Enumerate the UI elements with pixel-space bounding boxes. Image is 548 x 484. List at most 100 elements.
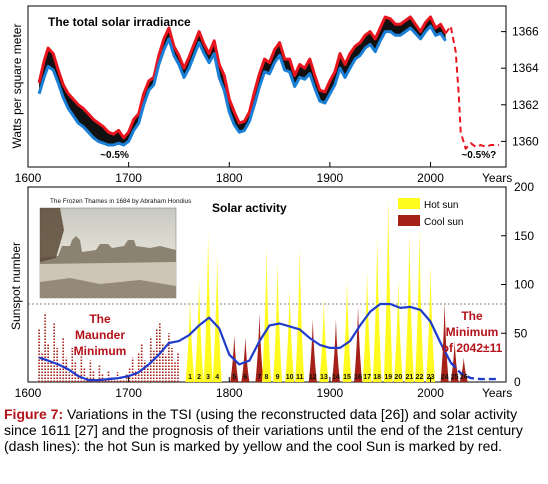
maunder-markers: [38, 313, 179, 382]
smoothed-activity-line: [38, 302, 499, 382]
activity-x-tick-label: 1600: [15, 386, 42, 400]
hot-cycle-spike: [319, 299, 329, 382]
inset-caption: The Frozen Thames in 1684 by Abraham Hon…: [50, 198, 191, 205]
activity-y-tick-label: 50: [514, 326, 528, 340]
activity-x-unit-label: Years: [482, 386, 512, 400]
tsi-y-tick-label: 1364: [512, 61, 539, 75]
cool-cycle-spike: [440, 302, 449, 382]
activity-y-axis: 0 50 100 150 200: [501, 180, 534, 389]
tsi-y-axis: 1360 1362 1364 1366: [501, 25, 539, 148]
legend-hot-label: Hot sun: [424, 200, 458, 211]
tsi-panel: 1360 1362 1364 1366 The total solar irradia…: [10, 5, 539, 185]
hot-cycle-spike: [372, 234, 382, 382]
forecast-line: [449, 361, 499, 381]
hot-cycle-spike: [414, 227, 424, 382]
cycle-number-label: 12: [309, 374, 317, 381]
cool-cycle-spike: [459, 357, 468, 382]
cool-cycle-spike: [331, 319, 340, 382]
tsi-series-lines: [37, 15, 499, 150]
tsi-forecast-line: [444, 25, 499, 150]
hot-cycle-spike: [203, 231, 213, 382]
legend-cool-label: Cool sun: [424, 217, 463, 228]
future-minimum-label: The Minimum of 2042±11: [442, 309, 503, 355]
caption-text: Variations in the TSI (using the reconst…: [4, 406, 523, 454]
tsi-x-tick-label: 1600: [15, 171, 42, 185]
cycle-spikes: [185, 196, 468, 382]
activity-title: Solar activity: [212, 201, 287, 215]
cycle-number-label: 11: [296, 374, 304, 381]
tsi-series-red: [37, 15, 447, 140]
tsi-annotation: ~0.5%: [100, 150, 129, 161]
cycle-number-label: 25: [451, 374, 459, 381]
activity-y-tick-label: 150: [514, 229, 534, 243]
cycle-number-label: 21: [405, 374, 413, 381]
activity-y-tick-label: 200: [514, 180, 534, 194]
cycle-number-label: 9: [276, 374, 280, 381]
tsi-annotation: ~0.5%?: [461, 150, 496, 161]
tsi-x-axis: 1600 1700 1800 1900 2000 Years: [15, 162, 512, 185]
cool-cycle-spike: [354, 305, 363, 382]
inset-skyline: [40, 236, 176, 264]
cool-cycle-spike: [241, 337, 250, 382]
cool-cycle-spike: [255, 312, 264, 382]
cycle-number-label: 17: [363, 374, 371, 381]
future-line-2: Minimum: [446, 325, 499, 339]
cycle-number-label: 6: [243, 374, 247, 381]
cycle-number-label: 13: [320, 374, 328, 381]
hot-cycle-spike: [185, 298, 195, 382]
hot-cycle-spike: [261, 247, 272, 382]
tsi-y-tick-label: 1362: [512, 98, 539, 112]
tsi-x-tick-label: 1900: [317, 171, 344, 185]
maunder-minimum-label: The Maunder Minimum: [74, 312, 127, 358]
cycle-number-label: 5: [232, 374, 236, 381]
activity-y-tick-label: 100: [514, 278, 534, 292]
activity-x-tick-label: 1800: [216, 386, 243, 400]
inset-foreground: [40, 278, 176, 298]
tsi-annotations: ~0.5% ~0.5%?: [100, 150, 496, 161]
activity-x-tick-label: 1900: [317, 386, 344, 400]
inset-tree: [40, 208, 64, 262]
hot-cycle-spike: [194, 278, 204, 382]
future-line-3: of 2042±11: [442, 341, 503, 355]
tsi-x-unit-label: Years: [482, 171, 512, 185]
tsi-x-tick-label: 1800: [216, 171, 243, 185]
tsi-y-tick-label: 1366: [512, 25, 539, 39]
cycle-number-label: 26: [460, 374, 468, 381]
cycle-number-label: 3: [206, 374, 210, 381]
legend-cool-swatch: [398, 215, 420, 226]
activity-y-label: Sunspot number: [9, 242, 23, 330]
hot-cycle-spike: [295, 246, 305, 382]
cycle-number-label: 19: [384, 374, 392, 381]
hot-cycle-spike: [362, 270, 372, 382]
activity-panel: 1234567891011121314151617181920212223242…: [9, 180, 534, 400]
hot-cycle-spike: [383, 196, 393, 382]
maunder-line-2: Maunder: [75, 328, 125, 342]
cycle-number-label: 18: [373, 374, 381, 381]
tsi-title: The total solar irradiance: [48, 15, 191, 29]
hot-cycle-spike: [342, 280, 352, 382]
cycle-number-label: 1: [188, 374, 192, 381]
maunder-line-1: The: [89, 312, 111, 326]
tsi-y-tick-label: 1360: [512, 134, 539, 148]
activity-y-tick-label: 0: [514, 375, 521, 389]
hot-cycle-spike: [393, 278, 403, 382]
cycle-number-label: 24: [441, 374, 449, 381]
frozen-thames-inset: The Frozen Thames in 1684 by Abraham Hon…: [39, 198, 191, 299]
activity-legend: Hot sun Cool sun: [398, 198, 463, 228]
cool-cycle-spike: [308, 319, 317, 382]
activity-x-axis: 1600 1700 1800 1900 2000 Years: [15, 377, 512, 400]
future-line-1: The: [461, 309, 483, 323]
activity-x-tick-label: 2000: [417, 386, 444, 400]
tsi-series-blue: [37, 24, 447, 147]
cycle-number-label: 14: [332, 374, 340, 381]
cycle-number-label: 8: [265, 374, 269, 381]
tsi-y-label: Watts per square meter: [10, 24, 24, 149]
cycle-number-label: 4: [215, 374, 219, 381]
cool-cycle-spike: [450, 341, 459, 382]
hot-cycle-spike: [212, 253, 222, 382]
tsi-x-tick-label: 2000: [417, 171, 444, 185]
activity-x-tick-label: 1700: [115, 386, 142, 400]
cycle-number-label: 22: [416, 374, 424, 381]
tsi-x-tick-label: 1700: [115, 171, 142, 185]
